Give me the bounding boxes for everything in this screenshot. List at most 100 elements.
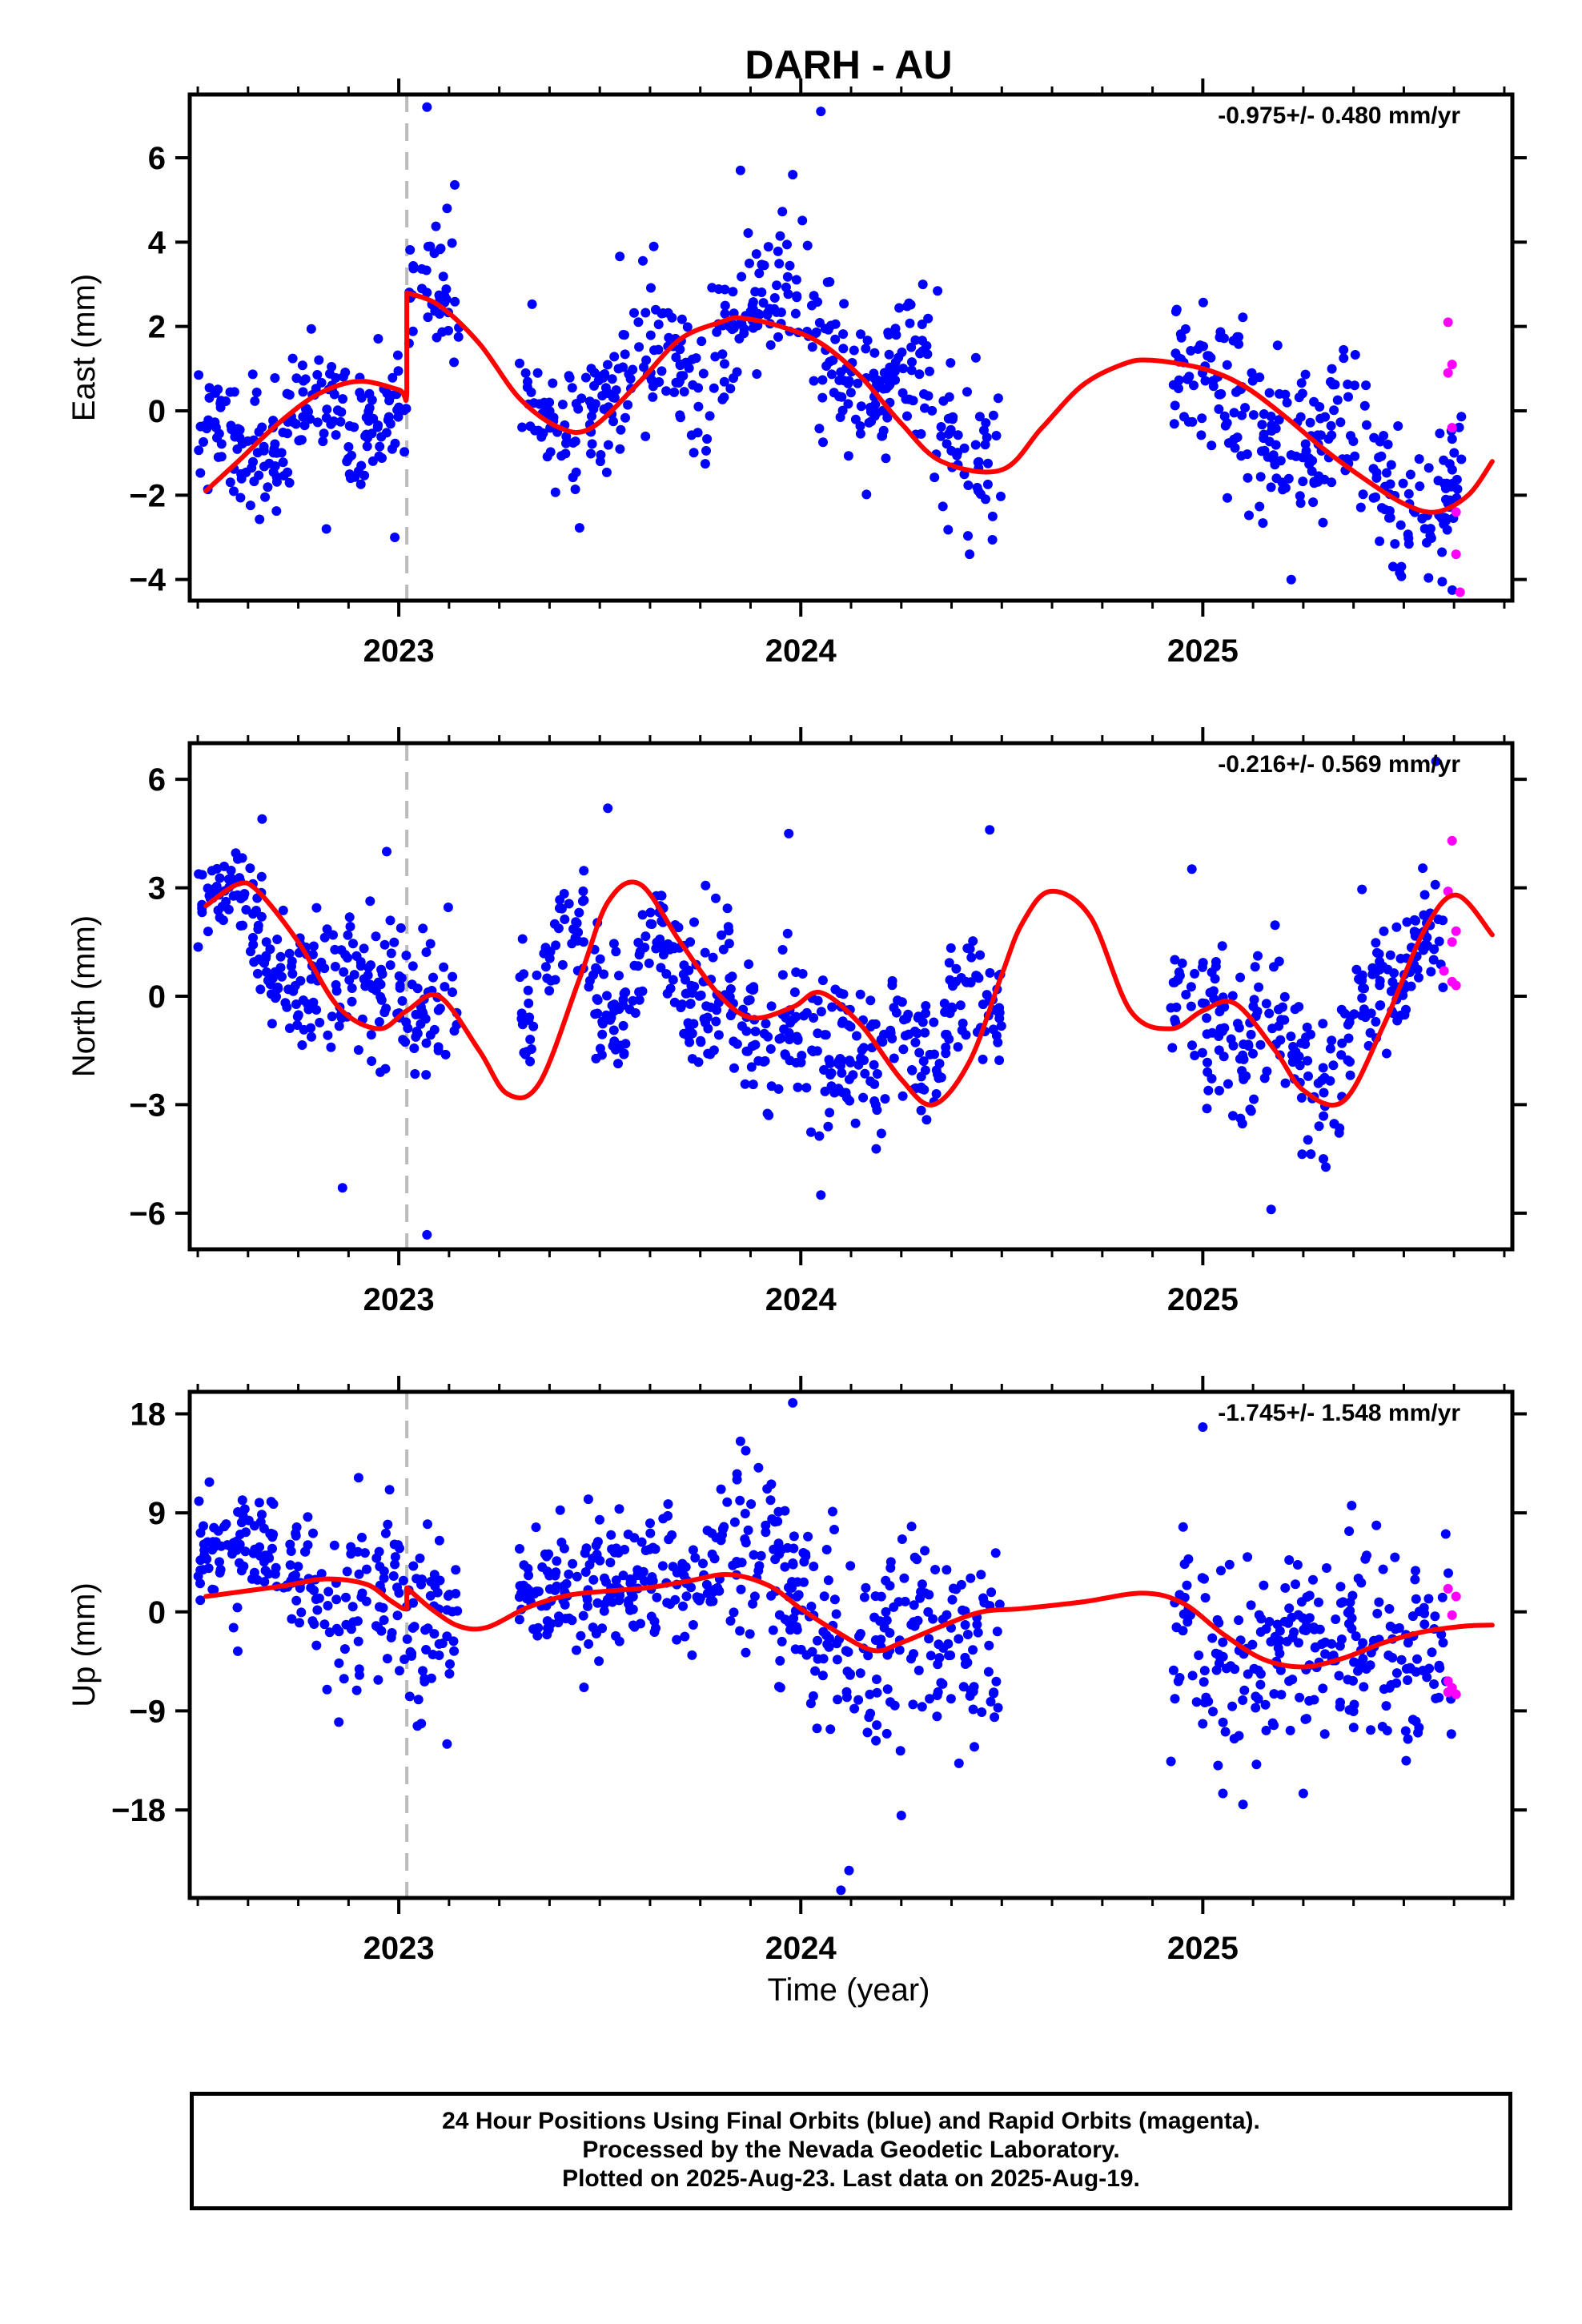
- final-point: [623, 1530, 633, 1539]
- final-point: [809, 291, 819, 301]
- final-point: [745, 995, 755, 1005]
- final-point: [813, 1635, 822, 1646]
- final-point: [448, 1636, 459, 1647]
- final-point: [1171, 1002, 1182, 1012]
- final-point: [1308, 1574, 1318, 1585]
- final-point: [776, 308, 786, 317]
- final-point: [571, 467, 581, 477]
- final-point: [204, 392, 215, 403]
- final-point: [993, 1703, 1003, 1713]
- final-point: [1375, 1000, 1385, 1011]
- final-point: [934, 1639, 944, 1650]
- final-point: [702, 1526, 713, 1536]
- final-point: [690, 1553, 701, 1563]
- final-point: [228, 1622, 239, 1633]
- final-point: [977, 1707, 987, 1717]
- y-axis-label: North (mm): [66, 915, 102, 1077]
- final-point: [640, 431, 651, 441]
- final-point: [1303, 1135, 1313, 1145]
- final-point: [523, 1563, 533, 1574]
- final-point: [1427, 1647, 1437, 1658]
- y-tick-label: 6: [148, 762, 166, 798]
- final-point: [390, 1552, 400, 1562]
- final-point: [656, 963, 666, 973]
- final-point: [418, 923, 428, 934]
- final-point: [926, 1651, 936, 1661]
- final-point: [1349, 1009, 1359, 1019]
- footer-line-orbits: 24 Hour Positions Using Final Orbits (bl…: [442, 2108, 1260, 2134]
- final-point: [602, 991, 612, 1001]
- final-point: [777, 945, 788, 955]
- final-point: [893, 1597, 904, 1607]
- final-point: [250, 396, 260, 406]
- final-point: [1274, 1004, 1283, 1015]
- final-point: [616, 424, 626, 435]
- final-point: [366, 1030, 376, 1040]
- final-point: [235, 493, 246, 503]
- final-point: [571, 917, 581, 927]
- final-point: [1249, 1094, 1259, 1104]
- final-point: [395, 980, 405, 991]
- final-point: [1243, 1041, 1254, 1051]
- final-point: [884, 349, 894, 360]
- final-point: [1386, 986, 1396, 996]
- final-point: [833, 1059, 844, 1069]
- final-point: [821, 1630, 832, 1641]
- final-point: [702, 434, 713, 444]
- final-point: [839, 299, 849, 309]
- final-point: [1203, 1067, 1213, 1077]
- final-point: [318, 436, 328, 447]
- rapid-point: [1451, 1689, 1461, 1699]
- final-point: [272, 935, 283, 944]
- final-point: [718, 944, 729, 955]
- final-point: [1417, 1606, 1427, 1616]
- final-point: [240, 1546, 251, 1557]
- final-point: [1447, 434, 1457, 444]
- final-point: [1372, 1608, 1383, 1618]
- final-point: [849, 1703, 860, 1714]
- final-point: [551, 940, 561, 951]
- final-point: [238, 920, 248, 931]
- final-point: [431, 221, 441, 231]
- final-point: [367, 1056, 377, 1066]
- final-point: [1400, 1726, 1411, 1736]
- final-point: [572, 1645, 581, 1655]
- final-point: [1227, 1701, 1238, 1711]
- final-point-outlier: [442, 203, 452, 214]
- final-point: [1249, 995, 1259, 1005]
- final-point: [1182, 374, 1193, 384]
- final-point: [451, 1565, 461, 1575]
- final-point: [669, 387, 680, 397]
- final-point: [549, 919, 560, 929]
- final-point: [379, 939, 390, 950]
- final-point: [855, 1629, 865, 1638]
- final-point: [913, 1665, 924, 1675]
- final-point: [687, 1650, 697, 1660]
- final-point: [860, 1068, 870, 1079]
- final-point: [970, 352, 981, 363]
- final-point: [1287, 1675, 1298, 1685]
- final-point: [620, 1545, 630, 1554]
- final-point: [595, 954, 605, 964]
- final-point: [608, 416, 618, 427]
- final-point: [1345, 1070, 1355, 1080]
- final-point: [386, 948, 396, 959]
- final-point: [1260, 1699, 1271, 1710]
- final-point: [1229, 408, 1239, 418]
- final-point: [1250, 962, 1260, 972]
- final-point: [661, 386, 672, 396]
- final-point: [746, 1499, 757, 1510]
- final-point: [877, 431, 888, 441]
- final-point: [1236, 451, 1247, 461]
- final-point: [1434, 936, 1444, 947]
- final-point: [579, 866, 589, 876]
- final-point: [1371, 1520, 1382, 1530]
- final-point: [1353, 1574, 1363, 1583]
- final-point: [355, 479, 366, 489]
- final-point: [1275, 456, 1286, 466]
- final-point: [278, 457, 288, 468]
- final-point: [221, 896, 231, 907]
- final-point: [918, 1056, 929, 1067]
- final-point: [373, 1675, 383, 1685]
